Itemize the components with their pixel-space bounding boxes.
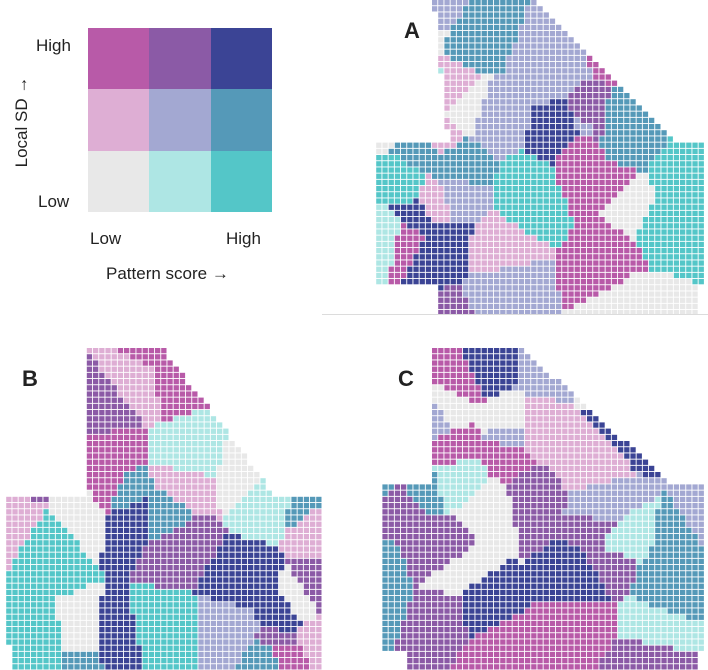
- legend-cell-2-1: [149, 150, 211, 212]
- map-tiles: [382, 348, 704, 670]
- legend-x-high-label: High: [226, 229, 261, 248]
- legend-y-high-label: High: [36, 36, 71, 55]
- legend-cell-1-2: [210, 89, 272, 151]
- legend-x-axis-label: Pattern score →: [106, 264, 229, 283]
- legend-cell-2-2: [210, 150, 272, 212]
- map-tiles: [6, 348, 322, 670]
- panel-divider: [322, 314, 708, 315]
- legend-cell-1-0: [88, 89, 150, 151]
- legend-cell-0-0: [88, 28, 150, 90]
- legend-cell-0-1: [149, 28, 211, 90]
- legend-color-grid: [88, 28, 272, 212]
- legend-x-low-label: Low: [90, 229, 122, 248]
- legend-cell-1-1: [149, 89, 211, 151]
- panel-b-label: B: [22, 366, 38, 391]
- legend-cell-2-0: [88, 150, 150, 212]
- map-tiles: [376, 0, 704, 315]
- spatial-map-b: [6, 348, 322, 670]
- spatial-map-a: [376, 0, 704, 315]
- spatial-map-c: [382, 348, 704, 670]
- legend-y-axis-label: Local SD →: [12, 76, 31, 168]
- legend-y-low-label: Low: [38, 192, 70, 211]
- panel-c-label: C: [398, 366, 414, 391]
- legend-cell-0-2: [210, 28, 272, 90]
- bivariate-legend: High Low Local SD → Low High Pattern sco…: [0, 0, 300, 300]
- panel-a-label: A: [404, 18, 420, 43]
